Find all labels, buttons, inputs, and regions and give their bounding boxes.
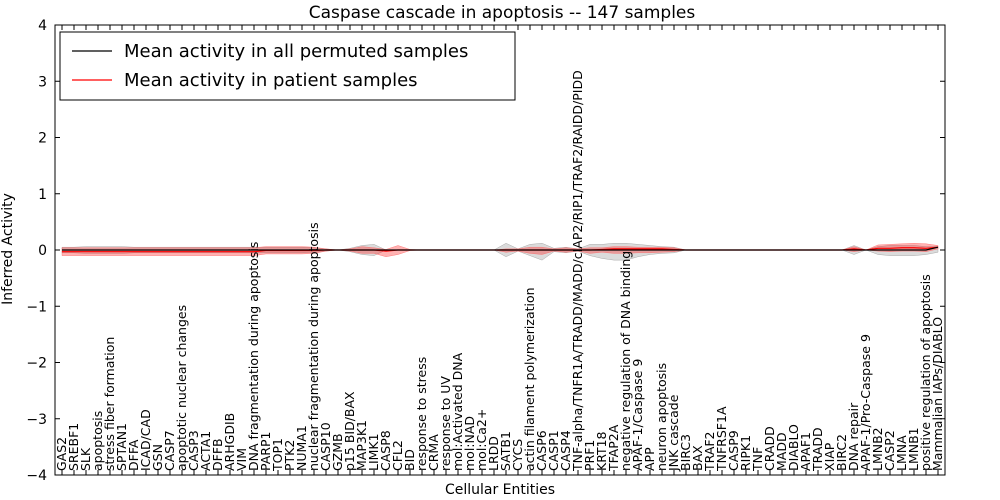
y-tick-label: 1 [38, 187, 47, 203]
x-category-label: CASP10 [318, 422, 333, 471]
x-category-label: TFAP2A [606, 424, 621, 472]
x-category-label: CASP6 [534, 430, 549, 471]
x-category-label: mol:Activated DNA [450, 352, 465, 471]
y-tick-label: 3 [38, 74, 47, 90]
x-category-label: BIRC2 [834, 434, 849, 471]
y-tick-label: −1 [26, 299, 47, 315]
band-permuted [61, 243, 939, 261]
x-category-label: mol:Ca2+ [474, 409, 489, 471]
x-category-label: KRT18 [594, 431, 609, 471]
x-category-label: actin filament polymerization [522, 287, 537, 471]
y-tick-label: 0 [38, 243, 47, 259]
x-category-label: DFFB [210, 438, 225, 471]
x-category-label: response to UV [438, 376, 453, 471]
x-category-label: TNFRSF1A [714, 406, 729, 472]
x-category-label: ARHGDIB [222, 413, 237, 471]
x-category-label: LMNA [894, 435, 909, 471]
x-category-label: RIPK1 [738, 435, 753, 471]
x-category-label: CASP4 [558, 430, 573, 471]
x-category-label: positive regulation of apoptosis [918, 274, 933, 471]
x-category-label: CASP2 [882, 430, 897, 471]
legend: Mean activity in all permuted samples Me… [59, 31, 516, 101]
y-tick-label: −3 [26, 412, 47, 428]
legend-label-patient: Mean activity in patient samples [124, 70, 418, 91]
chart-title: Caspase cascade in apoptosis -- 147 samp… [309, 3, 696, 23]
x-category-label: p15 BID/BAX [342, 391, 357, 471]
x-category-label: PRF1 [582, 440, 597, 471]
x-category-label: TNF [750, 447, 765, 472]
x-category-label: PTK2 [282, 440, 297, 471]
y-tick-label: 2 [38, 131, 47, 147]
x-category-label: XIAP [822, 442, 837, 471]
x-category-label: DNA fragmentation during apoptosis [246, 242, 261, 471]
x-category-label: CASP1 [546, 430, 561, 471]
x-category-label: Mammalian IAPs/DIABLO [930, 317, 945, 471]
y-tick-label: 4 [38, 18, 47, 34]
x-category-label: CASP3 [186, 430, 201, 471]
x-category-label: MAP3K1 [354, 420, 369, 471]
x-category-label: TRAF2 [702, 431, 717, 472]
x-category-label: SLK [78, 447, 93, 471]
x-category-label: stress fiber formation [102, 337, 117, 471]
x-category-label: VIM [234, 448, 249, 471]
x-category-label: apoptosis [90, 411, 105, 471]
x-category-label: GSN [150, 444, 165, 471]
x-category-label: SATB1 [498, 431, 513, 471]
x-category-label: neuron apoptosis [654, 363, 669, 471]
x-category-label: LMNB1 [906, 427, 921, 471]
x-category-label: TNF-alpha/TNFR1A/TRADD/MADD/cIAP2/RIP1/T… [570, 70, 585, 472]
x-category-label: BID [402, 449, 417, 471]
x-category-label: LRDD [486, 436, 501, 471]
x-category-label: LMNB2 [870, 427, 885, 471]
x-category-label: JNK cascade [666, 394, 681, 472]
x-category-label: SPTAN1 [114, 423, 129, 471]
x-category-label: PARP1 [258, 432, 273, 471]
x-category-label: DNA repair [846, 402, 861, 471]
x-category-label: APAF-1/Pro-Caspase 9 [858, 334, 873, 471]
x-category-label: NUMA1 [294, 425, 309, 471]
x-category-label: CRMA [426, 434, 441, 471]
y-tick-label: −2 [26, 356, 47, 372]
x-category-label: GZMB [330, 433, 345, 471]
x-category-label: ACTA1 [198, 431, 213, 471]
x-category-label: DIABLO [786, 424, 801, 471]
x-category-label: TRADD [810, 427, 825, 472]
x-category-label: GAS2 [54, 437, 69, 471]
x-axis-label: Cellular Entities [445, 482, 555, 498]
y-axis-label: Inferred Activity [0, 193, 16, 305]
x-category-label: APAF-1/Caspase 9 [630, 359, 645, 471]
x-category-label: MADD [774, 432, 789, 471]
x-category-label: negative regulation of DNA binding [618, 251, 633, 471]
y-tick-label: −4 [26, 468, 47, 484]
x-category-label: TOP1 [270, 438, 285, 472]
x-category-label: response to stress [414, 357, 429, 471]
x-category-label: APP [642, 447, 657, 471]
x-category-label: CASP7 [162, 430, 177, 471]
x-category-label: ICAD/CAD [138, 409, 153, 471]
x-category-label: apoptotic nuclear changes [174, 305, 189, 471]
x-category-label: CASP8 [378, 430, 393, 471]
x-category-label: SREBF1 [66, 423, 81, 471]
x-category-label: APAF1 [798, 432, 813, 471]
x-category-label: DFFA [126, 439, 141, 471]
x-category-label: BIRC3 [678, 434, 693, 471]
x-category-label: CYCS [510, 439, 525, 471]
x-category-label: CRADD [762, 426, 777, 471]
x-category-label: mol:NAD [462, 416, 477, 471]
x-category-label: CFL2 [390, 440, 405, 471]
series-line-permuted [62, 246, 939, 251]
x-category-label: nuclear fragmentation during apoptosis [306, 222, 321, 471]
legend-label-permuted: Mean activity in all permuted samples [124, 41, 468, 62]
x-category-label: LIMK1 [366, 433, 381, 471]
x-category-label: BAX [690, 445, 705, 471]
x-category-label: CASP9 [726, 430, 741, 471]
